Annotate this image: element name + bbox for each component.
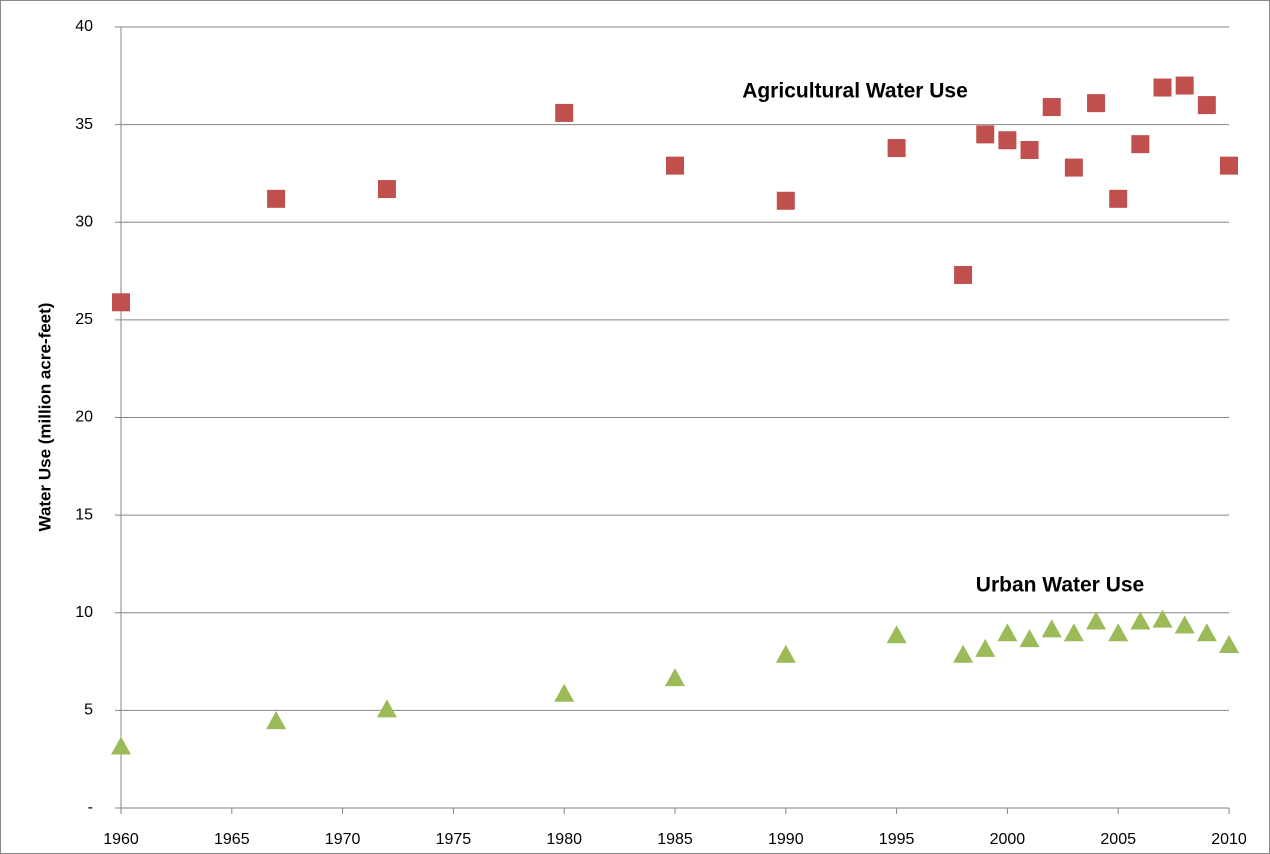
point: [1175, 76, 1194, 95]
point: [377, 180, 396, 199]
x-tick-label: 2005: [1100, 831, 1136, 848]
y-axis-label: Water Use (million acre-feet): [35, 303, 54, 532]
point: [1019, 629, 1040, 648]
point: [1042, 98, 1061, 117]
y-tick-label: 20: [75, 409, 93, 426]
point: [953, 644, 974, 663]
point: [376, 699, 397, 718]
point: [1063, 623, 1084, 642]
point: [555, 103, 574, 122]
y-tick-label: 5: [84, 702, 93, 719]
series-annotation: Urban Water Use: [976, 574, 1144, 597]
series-annotation: Agricultural Water Use: [742, 80, 968, 103]
point: [886, 625, 907, 644]
y-tick-label: 10: [75, 604, 93, 621]
x-tick-label: 1995: [879, 831, 915, 848]
x-tick-label: 1975: [436, 831, 472, 848]
x-tick-label: 1980: [546, 831, 582, 848]
point: [998, 131, 1017, 150]
y-tick-label: 40: [75, 18, 93, 35]
point: [887, 139, 906, 158]
x-tick-label: 1990: [768, 831, 804, 848]
point: [954, 265, 973, 284]
point: [666, 156, 684, 175]
point: [1153, 78, 1172, 97]
point: [775, 644, 796, 663]
y-tick-label: 15: [75, 506, 93, 523]
point: [975, 638, 996, 657]
x-tick-label: 1970: [325, 831, 361, 848]
point: [776, 191, 795, 210]
x-tick-label: 2010: [1211, 831, 1247, 848]
point: [1152, 609, 1173, 628]
point: [976, 125, 995, 144]
point: [266, 711, 287, 730]
point: [665, 668, 685, 687]
x-tick-label: 1960: [103, 831, 139, 848]
x-tick-label: 1985: [657, 831, 693, 848]
point: [1086, 611, 1107, 630]
y-tick-label: -: [88, 799, 93, 816]
point: [1196, 623, 1217, 642]
y-tick-label: 35: [75, 116, 93, 133]
point: [1219, 634, 1239, 653]
point: [554, 683, 575, 702]
y-tick-label: 25: [75, 311, 93, 328]
point: [1197, 96, 1216, 115]
point: [1174, 615, 1195, 634]
point: [1087, 94, 1106, 113]
point: [267, 189, 286, 208]
point: [1130, 611, 1151, 630]
point: [1064, 158, 1083, 177]
point: [1131, 135, 1150, 154]
point: [1109, 189, 1128, 208]
point: [1220, 156, 1238, 175]
point: [1041, 619, 1062, 638]
point: [997, 623, 1018, 642]
x-tick-label: 1965: [214, 831, 250, 848]
point: [112, 293, 130, 312]
point: [111, 736, 131, 755]
y-tick-label: 30: [75, 213, 93, 230]
point: [1108, 623, 1129, 642]
x-tick-label: 2000: [990, 831, 1026, 848]
point: [1020, 141, 1039, 160]
